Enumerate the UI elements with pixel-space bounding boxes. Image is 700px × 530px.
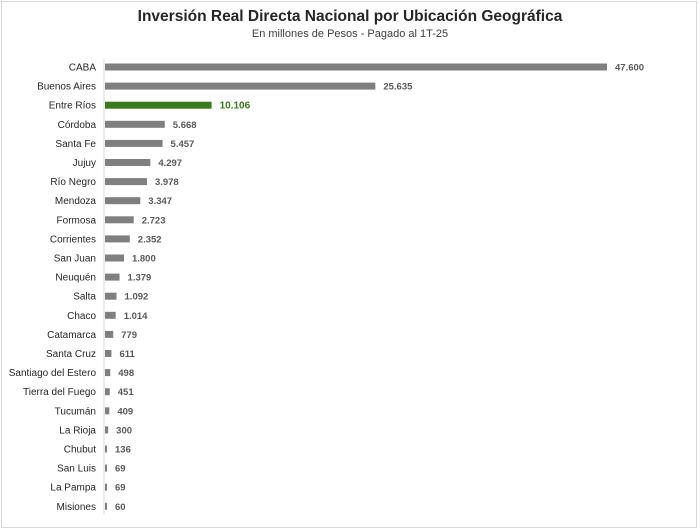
bar-san-luis (105, 464, 107, 472)
bar-jujuy (105, 159, 151, 166)
category-label-mendoza: Mendoza (55, 196, 97, 207)
value-label-santa-cruz: 611 (119, 349, 135, 360)
category-label-caba: CABA (69, 63, 97, 74)
category-label-corrientes: Corrientes (50, 234, 96, 245)
category-label-cordoba: Córdoba (58, 120, 97, 131)
category-label-santa-cruz: Santa Cruz (46, 349, 96, 360)
category-label-san-luis: San Luis (57, 464, 96, 475)
category-label-la-rioja: La Rioja (59, 425, 96, 436)
bar-neuquen (105, 273, 120, 281)
value-label-caba: 47.600 (615, 63, 644, 74)
category-label-tierra-del-fuego: Tierra del Fuego (23, 387, 96, 398)
value-label-mendoza: 3.347 (148, 196, 172, 207)
value-label-entre-rios: 10.106 (220, 101, 251, 112)
value-label-cordoba: 5.668 (173, 120, 197, 131)
value-label-formosa: 2.723 (142, 215, 166, 226)
category-label-neuquen: Neuquén (55, 273, 96, 284)
bar-chubut (105, 445, 107, 453)
category-label-catamarca: Catamarca (47, 330, 96, 341)
value-label-catamarca: 779 (121, 330, 137, 341)
bar-salta (105, 292, 117, 300)
value-label-neuquen: 1.379 (128, 273, 152, 284)
value-label-salta: 1.092 (125, 292, 149, 303)
bar-buenos-aires (105, 82, 376, 90)
value-label-santa-fe: 5.457 (171, 139, 195, 150)
category-label-buenos-aires: Buenos Aires (37, 82, 96, 93)
chart-title: Inversión Real Directa Nacional por Ubic… (137, 8, 563, 25)
value-label-jujuy: 4.297 (158, 158, 182, 169)
value-label-chaco: 1.014 (124, 311, 148, 322)
chart-subtitle: En millones de Pesos - Pagado al 1T-25 (251, 28, 449, 40)
category-label-salta: Salta (73, 292, 96, 303)
bar-chaco (105, 311, 116, 319)
category-label-santiago-del-estero: Santiago del Estero (9, 368, 97, 379)
bar-catamarca (105, 330, 114, 338)
category-label-san-juan: San Juan (54, 254, 96, 265)
value-label-san-juan: 1.800 (132, 254, 156, 265)
bar-san-juan (105, 254, 124, 262)
bar-santa-cruz (105, 350, 112, 357)
value-label-san-luis: 69 (115, 464, 126, 475)
category-label-chubut: Chubut (64, 445, 96, 456)
bar-santiago-del-estero (105, 369, 111, 377)
value-label-corrientes: 2.352 (138, 234, 162, 245)
category-label-chaco: Chaco (67, 311, 96, 322)
bar-tierra-del-fuego (105, 388, 110, 396)
bar-formosa (105, 216, 134, 224)
bar-santa-fe (105, 139, 163, 147)
value-label-tierra-del-fuego: 451 (118, 387, 135, 398)
category-label-santa-fe: Santa Fe (55, 139, 96, 150)
bar-misiones (105, 502, 107, 510)
value-label-buenos-aires: 25.635 (383, 82, 413, 93)
category-label-misiones: Misiones (57, 502, 96, 513)
category-label-jujuy: Jujuy (73, 158, 96, 169)
value-label-tucuman: 409 (117, 406, 133, 417)
category-label-formosa: Formosa (57, 215, 97, 226)
bar-caba (105, 63, 607, 71)
value-label-santiago-del-estero: 498 (118, 368, 134, 379)
category-label-la-pampa: La Pampa (50, 483, 96, 494)
bar-tucuman (105, 407, 110, 415)
value-label-la-pampa: 69 (115, 483, 126, 494)
bar-la-pampa (105, 483, 107, 491)
bar-corrientes (105, 235, 130, 243)
category-label-rio-negro: Río Negro (50, 177, 96, 188)
value-label-rio-negro: 3.978 (155, 177, 179, 188)
bar-cordoba (105, 120, 165, 128)
value-label-chubut: 136 (115, 445, 131, 456)
bar-la-rioja (105, 426, 109, 434)
category-label-entre-rios: Entre Ríos (49, 101, 96, 112)
category-label-tucuman: Tucumán (55, 406, 96, 417)
bar-rio-negro (105, 178, 147, 186)
value-label-la-rioja: 300 (116, 425, 132, 436)
bar-entre-rios (105, 101, 212, 109)
value-label-misiones: 60 (115, 502, 126, 513)
bar-mendoza (105, 197, 141, 205)
